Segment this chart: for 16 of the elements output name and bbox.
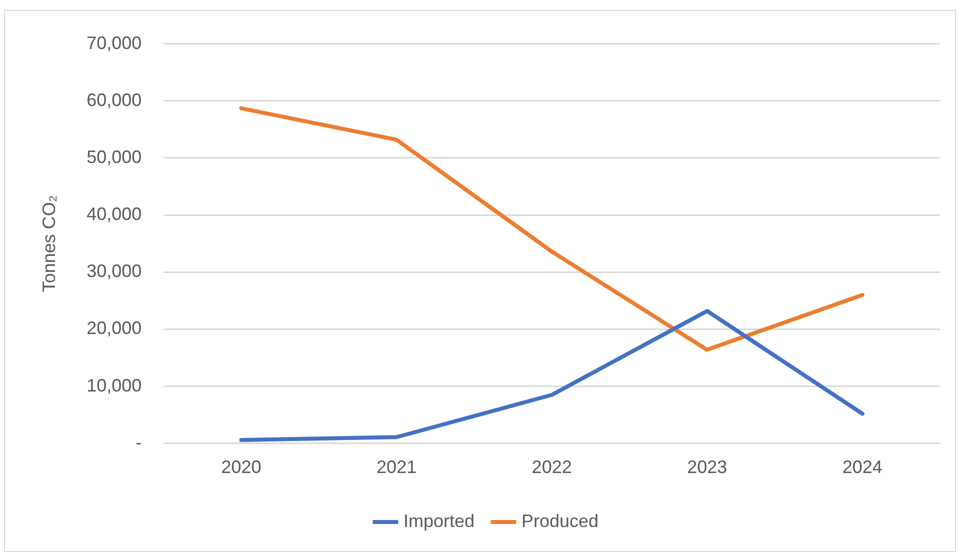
y-tick-label: - [136,432,142,452]
y-tick-label: 40,000 [86,204,142,224]
x-tick-label: 2020 [221,457,262,478]
x-tick-label: 2022 [532,457,572,478]
y-tick-label: 30,000 [86,261,142,282]
legend-label: Produced [521,510,599,531]
y-tick-label: 10,000 [86,375,142,396]
x-tick-label: 2021 [376,457,417,478]
x-tick-label: 2024 [842,457,882,478]
legend-label: Imported [403,510,475,531]
x-tick-label: 2023 [687,457,728,478]
y-tick-label: 60,000 [86,90,142,110]
y-tick-label: 70,000 [86,32,142,53]
y-tick-label: 50,000 [86,146,142,167]
y-axis-title: Tonnes CO₂ [38,195,59,292]
y-tick-label: 20,000 [86,318,142,338]
